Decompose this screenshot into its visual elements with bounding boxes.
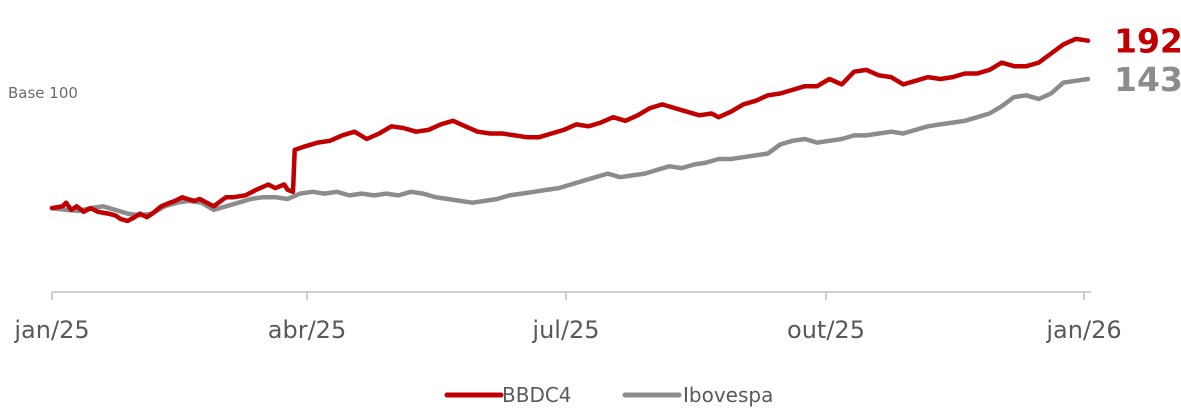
x-tick-label: abr/25 <box>268 316 346 344</box>
end-value-label-ibovespa: 143 <box>1114 60 1181 99</box>
series-line-bbdc4 <box>49 36 1091 224</box>
x-tick-label: jan/26 <box>1045 316 1121 344</box>
end-value-label-bbdc4: 192 <box>1114 22 1181 61</box>
y-axis-label: Base 100 <box>8 84 78 102</box>
legend-label-ibovespa: Ibovespa <box>683 383 773 407</box>
x-tick-label: jan/25 <box>13 316 89 344</box>
x-tick-label: jul/25 <box>531 316 599 344</box>
series-lines <box>49 36 1091 224</box>
x-axis-ticks: jan/25 abr/25 jul/25 out/25 jan/26 <box>13 292 1122 344</box>
series-line-ibovespa <box>49 76 1091 218</box>
legend-label-bbdc4: BBDC4 <box>502 383 572 407</box>
legend: BBDC4 Ibovespa <box>444 383 773 407</box>
x-tick-label: out/25 <box>787 316 865 344</box>
